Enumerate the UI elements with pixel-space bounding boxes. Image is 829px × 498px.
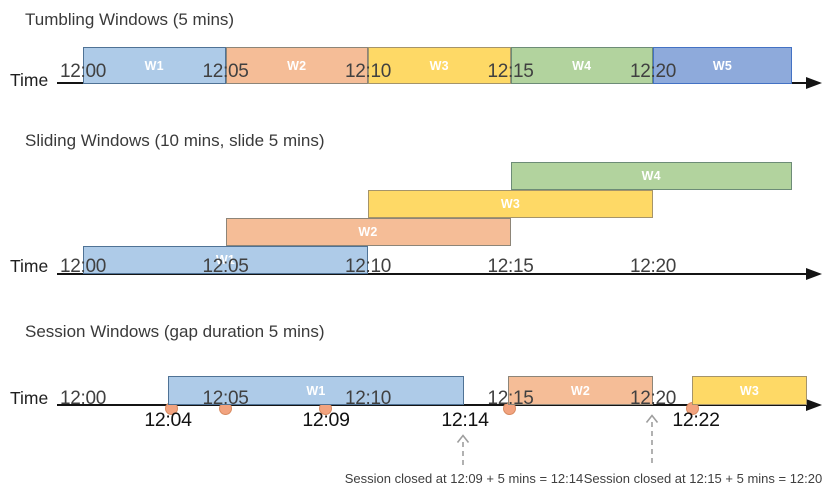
event-time-label: 12:04	[144, 409, 192, 431]
window-box-label: W1	[306, 383, 326, 398]
window-box-label: W3	[500, 197, 521, 211]
window-box-label: W4	[641, 169, 661, 183]
tick-label: 12:15	[487, 256, 534, 277]
time-axis-label: Time	[10, 70, 49, 90]
window-box-w2: W2	[225, 218, 511, 246]
axis-arrowhead-icon	[806, 268, 822, 280]
tick-label: 12:00	[59, 61, 107, 82]
window-box-label: W4	[572, 58, 592, 73]
event-time-label: 12:09	[302, 409, 350, 431]
dashed-arrow-up-icon	[456, 434, 470, 466]
tick-label: 12:15	[487, 388, 534, 409]
window-box-label: W1	[144, 58, 164, 73]
window-box-w4: W4	[510, 47, 653, 84]
window-box-w2: W2	[508, 376, 653, 405]
window-box-label: W1	[215, 253, 236, 267]
axis-arrowhead-icon	[806, 399, 822, 411]
tick-label: 12:10	[344, 61, 392, 82]
time-axis-line	[57, 273, 807, 275]
window-box-w5: W5	[653, 47, 792, 84]
window-box-w1: W1	[83, 47, 226, 84]
tick-label: 12:10	[344, 388, 392, 409]
tick-label: 12:00	[59, 256, 107, 277]
window-box-label: W2	[570, 383, 591, 398]
window-box-w1: W1	[168, 376, 464, 405]
axis-arrowhead-icon	[806, 77, 822, 89]
time-axis-label: Time	[10, 388, 49, 408]
window-box-label: W2	[287, 58, 307, 73]
sliding-section-title: Sliding Windows (10 mins, slide 5 mins)	[25, 131, 325, 150]
event-time-label: 12:22	[672, 409, 720, 431]
window-box-w3: W3	[368, 47, 511, 84]
window-box-label: W2	[358, 225, 378, 239]
session-close-annotation: Session closed at 12:09 + 5 mins = 12:14	[344, 471, 584, 486]
tick-label: 12:05	[202, 388, 249, 409]
session-section-title: Session Windows (gap duration 5 mins)	[25, 322, 325, 341]
tumbling-section-title: Tumbling Windows (5 mins)	[25, 10, 235, 29]
tick-label: 12:20	[629, 256, 677, 277]
tick-label: 12:05	[202, 256, 249, 277]
event-time-label: 12:14	[441, 409, 489, 431]
tick-label: 12:00	[59, 388, 107, 409]
window-box-w3: W3	[692, 376, 807, 405]
window-box-w4: W4	[510, 162, 792, 190]
window-box-label: W3	[739, 383, 760, 398]
tick-label: 12:05	[202, 61, 249, 82]
dashed-arrow-up-icon	[645, 414, 659, 466]
session-close-annotation: Session closed at 12:15 + 5 mins = 12:20	[583, 471, 823, 486]
window-box-w2: W2	[225, 47, 368, 84]
time-axis-label: Time	[10, 256, 49, 276]
window-box-label: W3	[429, 58, 449, 73]
tick-label: 12:20	[629, 61, 677, 82]
tick-label: 12:10	[344, 256, 392, 277]
window-box-w1: W1	[83, 246, 368, 274]
window-box-label: W5	[712, 58, 733, 73]
window-box-w3: W3	[368, 190, 653, 218]
time-axis-line	[57, 404, 807, 406]
tick-label: 12:20	[629, 388, 677, 409]
tick-label: 12:15	[487, 61, 534, 82]
